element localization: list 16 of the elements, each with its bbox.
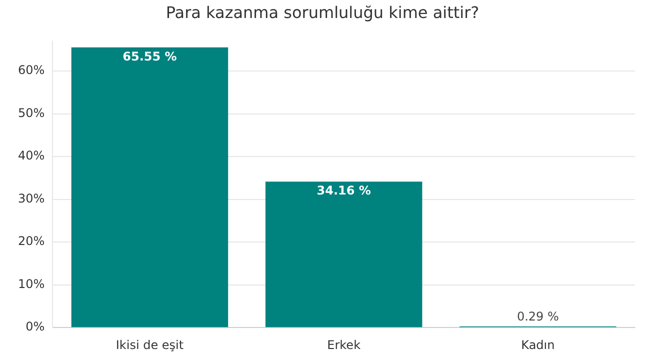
data-label: 34.16 % <box>316 184 371 198</box>
bar <box>265 182 422 328</box>
y-tick-label: 60% <box>18 63 45 78</box>
y-tick-label: 30% <box>18 191 45 206</box>
x-tick-label: Kadın <box>521 338 555 352</box>
y-tick-label: 10% <box>18 276 45 291</box>
bar <box>71 47 228 328</box>
y-tick-label: 0% <box>26 320 45 334</box>
chart-title: Para kazanma sorumluluğu kime aittir? <box>166 2 480 22</box>
y-tick-label: 50% <box>18 106 45 120</box>
y-tick-label: 40% <box>18 148 45 163</box>
data-label: 0.29 % <box>516 309 559 324</box>
data-label: 65.55 % <box>122 50 177 64</box>
x-tick-label: Ikisi de eşit <box>116 338 184 352</box>
y-tick-label: 20% <box>18 234 45 248</box>
x-tick-label: Erkek <box>327 338 361 352</box>
